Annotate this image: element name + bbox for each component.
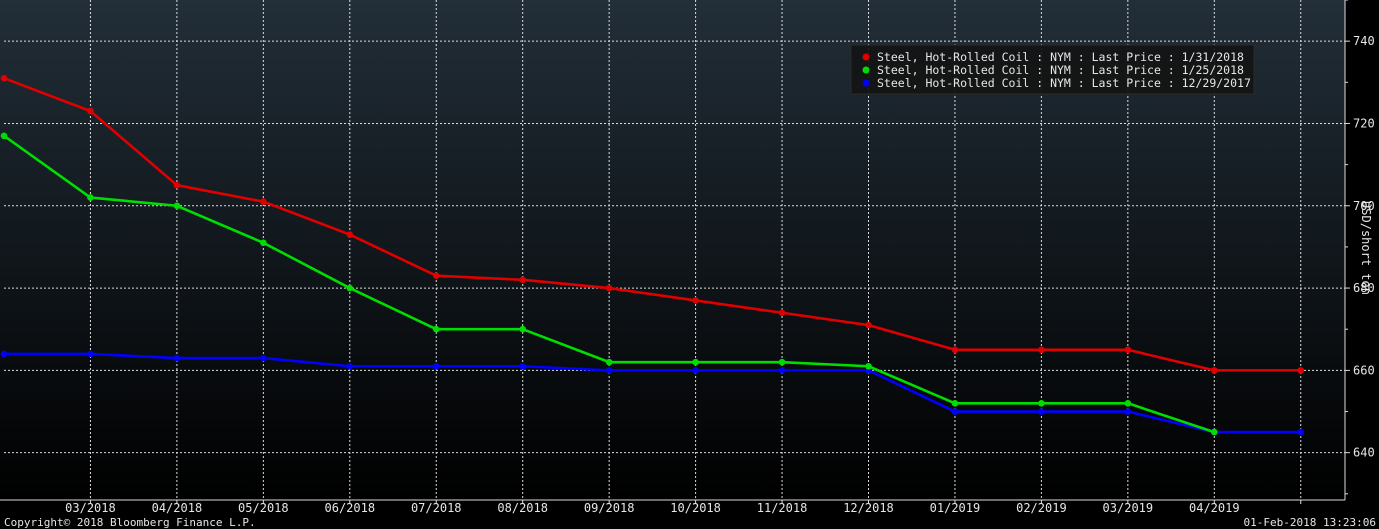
data-point [1038, 346, 1045, 354]
y-tick-label: 700 [1353, 199, 1375, 213]
data-point [173, 181, 181, 189]
data-point [432, 325, 440, 333]
data-point [1211, 428, 1218, 436]
legend-label: Steel, Hot-Rolled Coil : NYM : Last Pric… [877, 63, 1244, 77]
data-point [0, 350, 8, 358]
data-point [1297, 428, 1305, 436]
data-point [605, 284, 613, 292]
legend-marker [862, 53, 870, 61]
y-tick-label: 640 [1353, 446, 1375, 460]
series-layer [0, 74, 1305, 436]
data-point [951, 408, 959, 415]
x-tick-label: 09/2018 [584, 501, 635, 515]
x-tick-label: 04/2019 [1189, 501, 1240, 515]
data-point [260, 354, 267, 362]
x-tick-label: 05/2018 [238, 501, 289, 515]
axes: 03/2018 04/2018 05/2018 06/2018 07/2018 08/20… [0, 0, 1375, 515]
data-point [87, 194, 94, 201]
data-point [1038, 399, 1045, 407]
data-point [519, 325, 526, 333]
data-point [346, 362, 354, 370]
copyright-text: Copyright© 2018 Bloomberg Finance L.P. [4, 516, 256, 529]
legend-marker [862, 66, 870, 74]
data-point [260, 239, 267, 247]
data-point [260, 198, 267, 205]
data-point [951, 346, 959, 354]
data-point [605, 367, 613, 374]
y-tick-label: 660 [1353, 363, 1375, 377]
legend: Steel, Hot-Rolled Coil : NYM : Last Pric… [850, 44, 1255, 95]
x-tick-label: 03/2018 [65, 501, 116, 515]
timestamp-text: 01-Feb-2018 13:23:06 [1244, 516, 1376, 529]
x-tick-label: 03/2019 [1103, 501, 1154, 515]
data-point [778, 358, 786, 366]
data-point [1124, 346, 1132, 354]
legend-label: Steel, Hot-Rolled Coil : NYM : Last Pric… [877, 50, 1244, 64]
data-point [865, 362, 872, 370]
grid-lines [4, 0, 1345, 500]
data-point [432, 272, 440, 280]
x-tick-label: 12/2018 [843, 501, 894, 515]
x-tick-label: 04/2018 [152, 501, 203, 515]
data-point [87, 350, 94, 358]
x-tick-label: 06/2018 [325, 501, 376, 515]
data-point [951, 399, 959, 407]
legend-label: Steel, Hot-Rolled Coil : NYM : Last Pric… [877, 76, 1251, 90]
data-point [346, 231, 354, 238]
y-axis-label: USD/short ton [1359, 201, 1373, 295]
data-point [173, 202, 181, 210]
x-tick-label: 08/2018 [497, 501, 548, 515]
data-point [865, 321, 872, 329]
data-point [778, 367, 786, 374]
x-tick-label: 07/2018 [411, 501, 462, 515]
data-point [1297, 367, 1305, 374]
data-point [0, 132, 8, 140]
x-tick-label: 11/2018 [757, 501, 808, 515]
data-point [519, 276, 526, 284]
data-point [1211, 367, 1218, 374]
x-tick-label: 01/2019 [930, 501, 981, 515]
series-line [4, 352, 1301, 434]
data-point [432, 362, 440, 370]
legend-marker [862, 79, 870, 87]
data-point [346, 284, 354, 292]
y-tick-label: 740 [1353, 34, 1375, 48]
data-point [519, 362, 526, 370]
data-point [692, 358, 699, 366]
data-point [1124, 408, 1132, 415]
data-point [87, 107, 94, 115]
legend-box [850, 44, 1255, 95]
data-point [0, 74, 8, 82]
y-tick-label: 720 [1353, 116, 1375, 130]
x-tick-label: 02/2019 [1016, 501, 1067, 515]
data-point [692, 297, 699, 304]
series-line [3, 76, 1301, 372]
data-point [173, 354, 181, 362]
y-tick-label: 680 [1353, 281, 1375, 295]
data-point [605, 358, 613, 366]
data-point [692, 367, 699, 374]
data-point [778, 309, 786, 317]
x-tick-label: 10/2018 [670, 501, 721, 515]
data-point [1038, 408, 1045, 415]
data-point [1124, 399, 1132, 407]
